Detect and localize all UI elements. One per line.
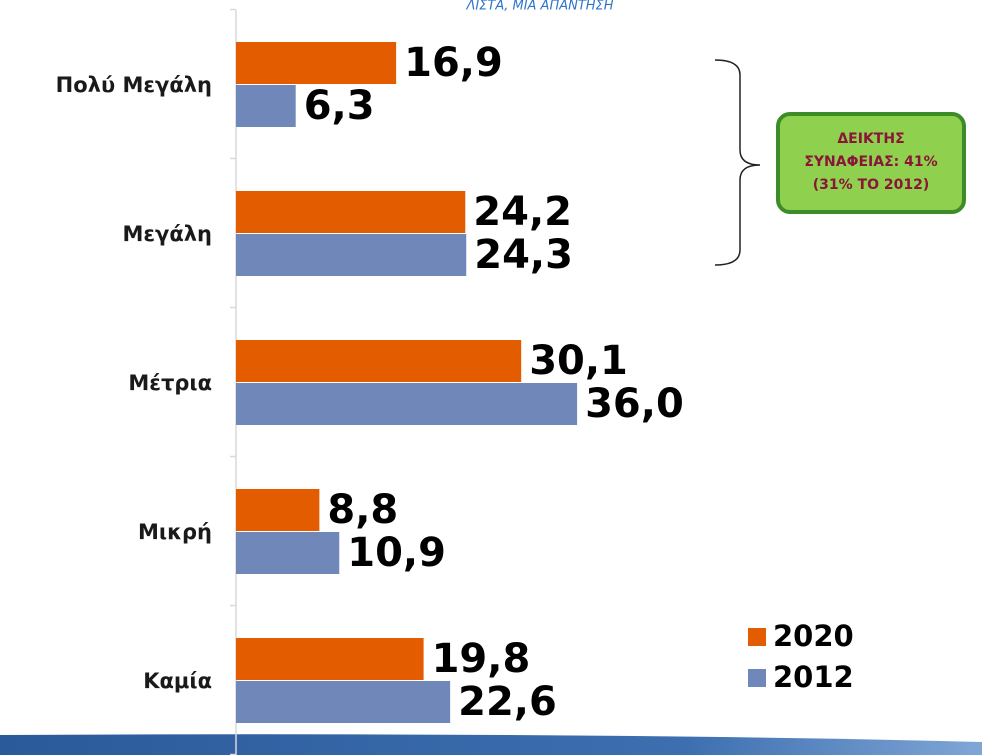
legend-label: 2020 — [773, 619, 854, 653]
value-label: 22,6 — [458, 679, 557, 725]
annotation-line: (31% ΤΟ 2012) — [813, 177, 929, 193]
brace — [714, 59, 761, 266]
value-label: 16,9 — [404, 40, 503, 86]
annotation-line: ΔΕΙΚΤΗΣ — [837, 131, 904, 147]
value-label: 19,8 — [432, 636, 531, 682]
value-label: 24,3 — [474, 232, 573, 278]
bar — [236, 681, 451, 723]
bar — [236, 383, 578, 425]
y-tick-label: Μεγάλη — [122, 222, 212, 246]
legend-label: 2012 — [773, 660, 854, 694]
value-label: 6,3 — [304, 83, 375, 129]
y-tick-label: Μέτρια — [128, 371, 212, 395]
annotation-line: ΣΥΝΑΦΕΙΑΣ: 41% — [804, 154, 937, 170]
y-tick-label: Πολύ Μεγάλη — [56, 73, 212, 97]
bar — [236, 191, 466, 233]
y-tick-label: Καμία — [143, 669, 212, 693]
annotation-box — [776, 112, 966, 214]
bar — [236, 42, 397, 84]
value-label: 10,9 — [347, 530, 446, 576]
value-label: 8,8 — [327, 487, 398, 533]
legend-swatch — [748, 628, 766, 646]
footer-band — [0, 734, 982, 755]
bar — [236, 340, 522, 382]
bar — [236, 532, 340, 574]
annotation: ΔΕΙΚΤΗΣ ΣΥΝΑΦΕΙΑΣ: 41% (31% ΤΟ 2012) — [804, 131, 937, 193]
value-label: 30,1 — [529, 338, 628, 384]
legend-swatch — [748, 669, 766, 687]
y-tick-label: Μικρή — [138, 520, 212, 544]
bar — [236, 85, 296, 127]
chart-title: ΛΙΣΤΑ, ΜΙΑ ΑΠΑΝΤΗΣΗ — [465, 0, 613, 14]
bar — [236, 489, 320, 531]
value-label: 36,0 — [585, 381, 684, 427]
bar — [236, 638, 424, 680]
value-label: 24,2 — [473, 189, 572, 235]
bar — [236, 234, 467, 276]
